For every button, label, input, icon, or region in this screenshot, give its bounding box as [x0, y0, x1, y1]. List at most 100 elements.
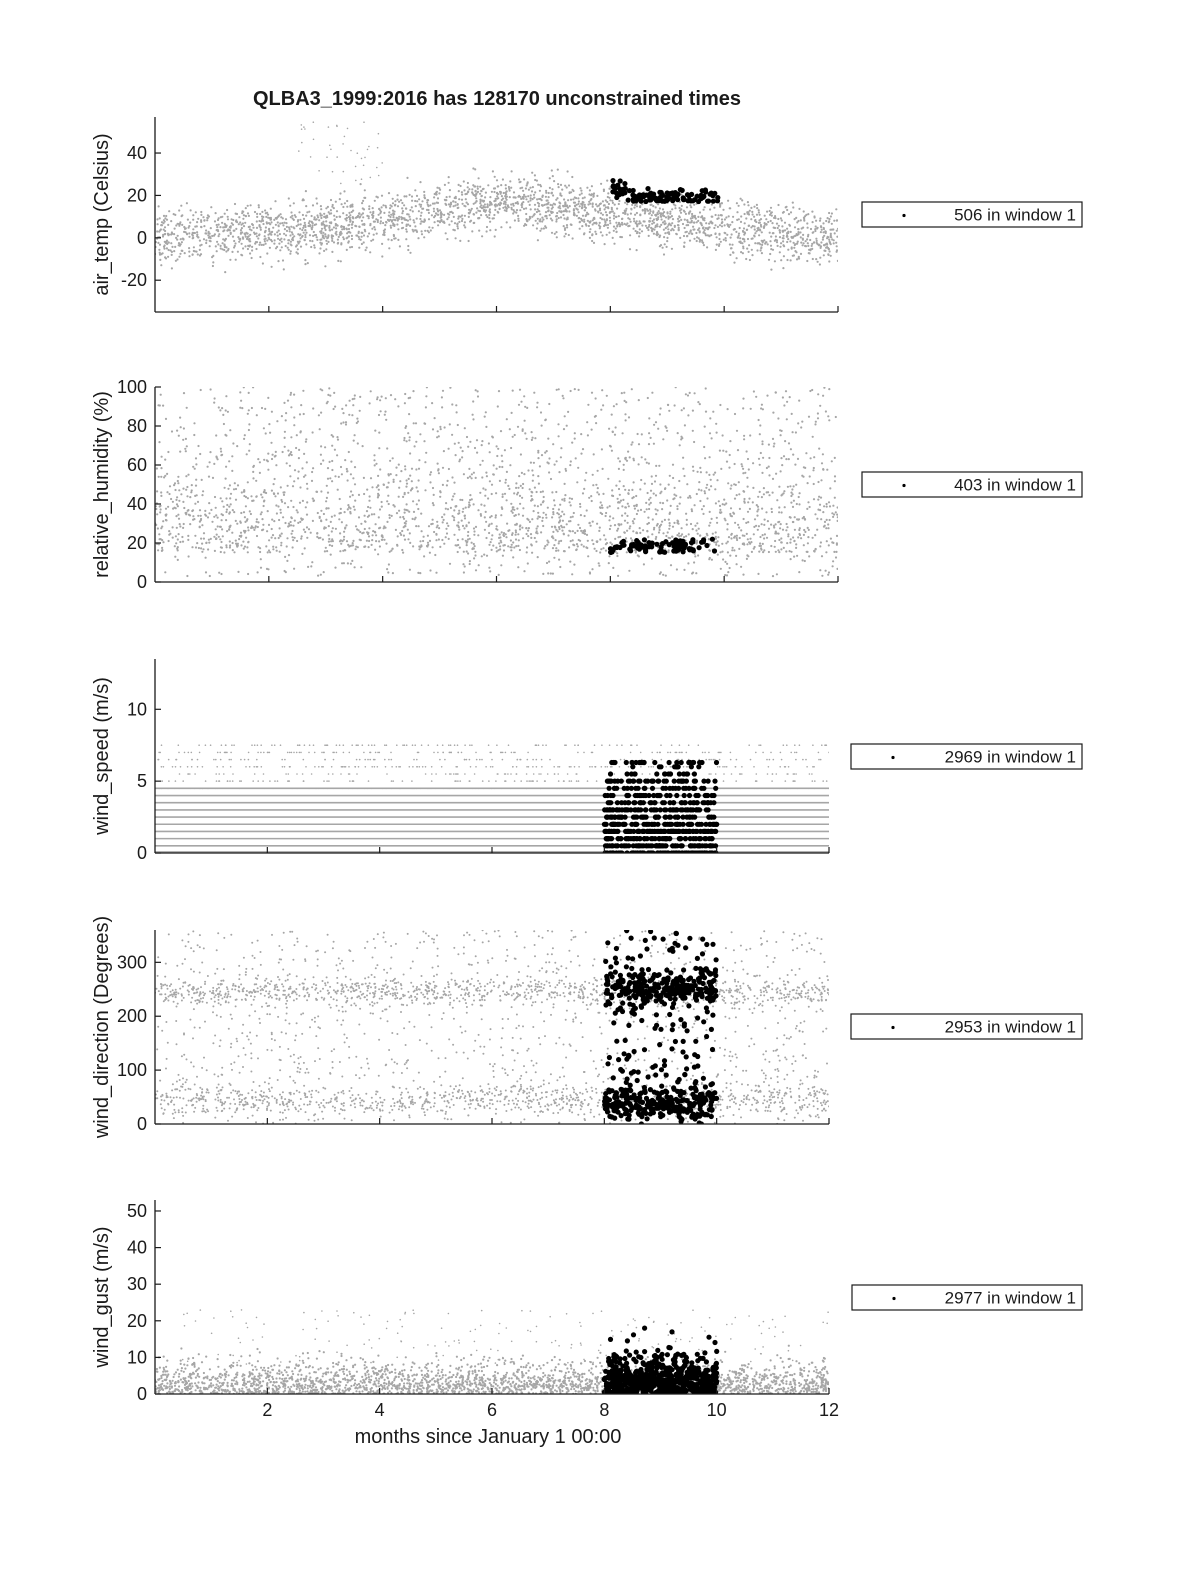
data-point	[793, 528, 797, 531]
data-point	[548, 177, 551, 180]
data-point	[698, 211, 702, 214]
data-point	[467, 521, 470, 524]
data-point	[361, 445, 364, 448]
data-point	[164, 217, 167, 220]
data-point	[651, 518, 654, 521]
data-point	[622, 181, 628, 187]
data-point	[800, 537, 803, 540]
data-point	[219, 525, 222, 529]
data-point	[167, 539, 170, 543]
data-point	[603, 243, 606, 246]
data-point	[407, 397, 410, 400]
data-point	[624, 209, 628, 212]
data-point	[366, 148, 369, 151]
data-point	[436, 520, 439, 523]
data-point	[372, 212, 375, 215]
data-point	[770, 507, 773, 510]
data-point	[424, 406, 427, 409]
data-point	[722, 238, 725, 241]
data-point	[299, 245, 303, 248]
data-point	[704, 387, 707, 390]
data-point	[687, 562, 690, 565]
data-point	[328, 212, 331, 215]
data-point	[236, 542, 239, 545]
data-point	[460, 198, 464, 201]
data-point	[403, 511, 406, 514]
data-point	[388, 550, 391, 553]
data-point	[392, 223, 395, 227]
data-point	[727, 482, 730, 485]
data-point	[688, 239, 692, 242]
data-point	[775, 239, 779, 242]
data-point	[215, 223, 218, 227]
data-point	[280, 237, 283, 240]
legend-label: 506 in window 1	[954, 206, 1076, 225]
data-point	[571, 573, 574, 576]
data-point	[419, 433, 422, 436]
data-point	[833, 475, 837, 478]
data-point	[351, 544, 355, 547]
data-point	[523, 193, 526, 196]
data-point	[189, 221, 192, 224]
data-point	[680, 409, 683, 412]
data-point	[208, 245, 211, 248]
data-point	[290, 517, 293, 520]
data-point	[592, 194, 595, 198]
data-point	[291, 239, 295, 242]
data-point	[798, 399, 801, 402]
data-point	[553, 556, 556, 559]
data-point	[686, 221, 690, 224]
data-point	[762, 226, 766, 229]
data-point	[787, 248, 790, 251]
data-point	[225, 250, 228, 253]
data-point	[246, 412, 249, 415]
data-point	[772, 411, 775, 414]
data-point	[542, 524, 545, 528]
data-point	[616, 552, 619, 555]
data-point	[609, 199, 612, 202]
data-point	[484, 494, 487, 497]
data-point	[179, 426, 182, 429]
data-point	[423, 218, 426, 221]
data-point	[797, 518, 801, 521]
data-point	[333, 218, 336, 221]
data-point	[178, 222, 182, 225]
data-point	[242, 511, 246, 514]
data-point	[429, 471, 433, 474]
data-point	[304, 236, 307, 239]
data-point	[599, 225, 602, 228]
data-point	[198, 254, 202, 257]
data-point	[833, 219, 836, 222]
data-point	[295, 251, 298, 254]
data-point	[266, 252, 269, 255]
data-point	[757, 209, 760, 212]
data-point	[255, 226, 259, 229]
data-point	[492, 187, 496, 190]
data-point	[276, 492, 280, 495]
data-point	[329, 394, 332, 397]
data-point	[822, 236, 825, 239]
data-point	[654, 494, 658, 497]
data-point	[662, 228, 666, 231]
data-point	[406, 176, 409, 179]
data-point	[326, 156, 328, 158]
data-point	[743, 501, 746, 504]
data-point	[363, 121, 365, 123]
data-point	[740, 565, 743, 568]
data-point	[342, 205, 345, 209]
data-point	[300, 128, 303, 130]
data-point	[821, 453, 825, 456]
data-point	[236, 445, 239, 448]
data-point	[634, 213, 637, 216]
data-point	[187, 509, 190, 512]
data-point	[519, 484, 522, 487]
data-point	[656, 223, 659, 226]
data-point	[804, 466, 807, 469]
data-point	[340, 203, 343, 206]
data-point	[765, 241, 768, 244]
data-point	[437, 472, 440, 475]
data-point	[557, 549, 560, 552]
data-point	[253, 231, 256, 234]
data-point	[717, 214, 720, 217]
data-point	[241, 212, 244, 215]
